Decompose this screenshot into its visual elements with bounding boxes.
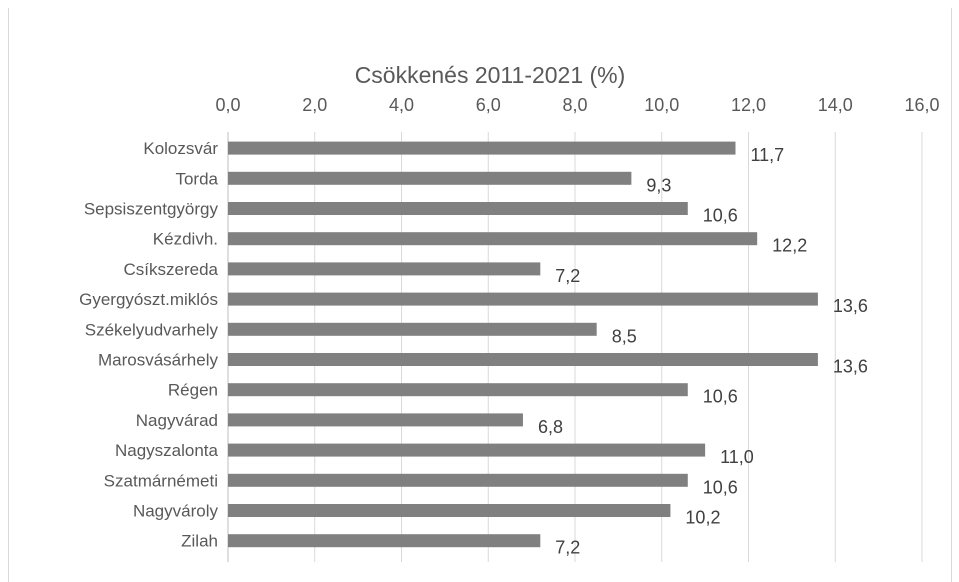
x-tick-label: 6,0 <box>476 95 501 115</box>
x-tick-label: 4,0 <box>389 95 414 115</box>
category-label: Marosvásárhely <box>98 351 218 370</box>
gridlines <box>227 132 923 562</box>
data-label: 7,2 <box>555 538 580 558</box>
bars <box>228 141 818 548</box>
chart-border-right <box>951 8 952 582</box>
category-label: Sepsiszentgyörgy <box>84 200 219 219</box>
data-label: 10,6 <box>703 206 738 226</box>
bar <box>228 322 597 336</box>
category-label: Szatmárnémeti <box>104 471 218 490</box>
data-label: 10,2 <box>685 508 720 528</box>
bar <box>228 383 688 397</box>
bar <box>228 473 688 487</box>
x-tick-label: 0,0 <box>215 95 240 115</box>
data-label: 6,8 <box>538 417 563 437</box>
x-tick-label: 8,0 <box>562 95 587 115</box>
category-label: Nagyvároly <box>133 502 219 521</box>
data-label: 12,2 <box>772 236 807 256</box>
bar <box>228 141 736 155</box>
x-tick-label: 12,0 <box>731 95 766 115</box>
data-label: 7,2 <box>555 266 580 286</box>
x-tick-label: 10,0 <box>644 95 679 115</box>
x-tick-label: 16,0 <box>904 95 939 115</box>
bar <box>228 504 671 517</box>
bar <box>228 413 523 427</box>
category-label: Kolozsvár <box>143 139 218 158</box>
category-label: Torda <box>175 169 218 188</box>
data-label: 10,6 <box>703 387 738 407</box>
category-label: Zilah <box>181 532 218 551</box>
category-label: Nagyszalonta <box>115 441 219 460</box>
bar <box>228 534 541 548</box>
category-label: Székelyudvarhely <box>85 320 219 339</box>
bar <box>228 171 632 185</box>
category-label: Gyergyószt.miklós <box>79 290 218 309</box>
category-labels: Kolozsvár Torda Sepsiszentgyörgy Kézdivh. Cs… <box>79 139 218 551</box>
bar <box>228 443 706 457</box>
category-label: Csíkszereda <box>124 260 219 279</box>
bar <box>228 353 818 366</box>
x-tick-label: 2,0 <box>302 95 327 115</box>
category-label: Nagyvárad <box>136 411 218 430</box>
bar <box>228 292 818 306</box>
bar <box>228 232 758 246</box>
x-tick-label: 14,0 <box>818 95 853 115</box>
data-label: 13,6 <box>833 296 868 316</box>
data-label: 9,3 <box>646 175 671 195</box>
data-label: 10,6 <box>703 477 738 497</box>
data-label: 13,6 <box>833 357 868 377</box>
chart-title: Csökkenés 2011-2021 (%) <box>355 62 626 88</box>
bar <box>228 262 541 276</box>
data-label: 11,7 <box>750 145 784 165</box>
value-labels: 11,7 9,3 10,6 12,2 7,2 13,6 8,5 13,6 10,6 6,8 11,0… <box>538 145 868 558</box>
bar <box>228 202 688 215</box>
chart-border-left <box>8 8 9 582</box>
category-label: Régen <box>168 381 218 400</box>
data-label: 11,0 <box>720 447 754 467</box>
category-label: Kézdivh. <box>153 230 218 249</box>
data-label: 8,5 <box>612 326 637 346</box>
x-axis-ticks: 0,0 2,0 4,0 6,0 8,0 10,0 12,0 14,0 16,0 <box>215 95 939 115</box>
